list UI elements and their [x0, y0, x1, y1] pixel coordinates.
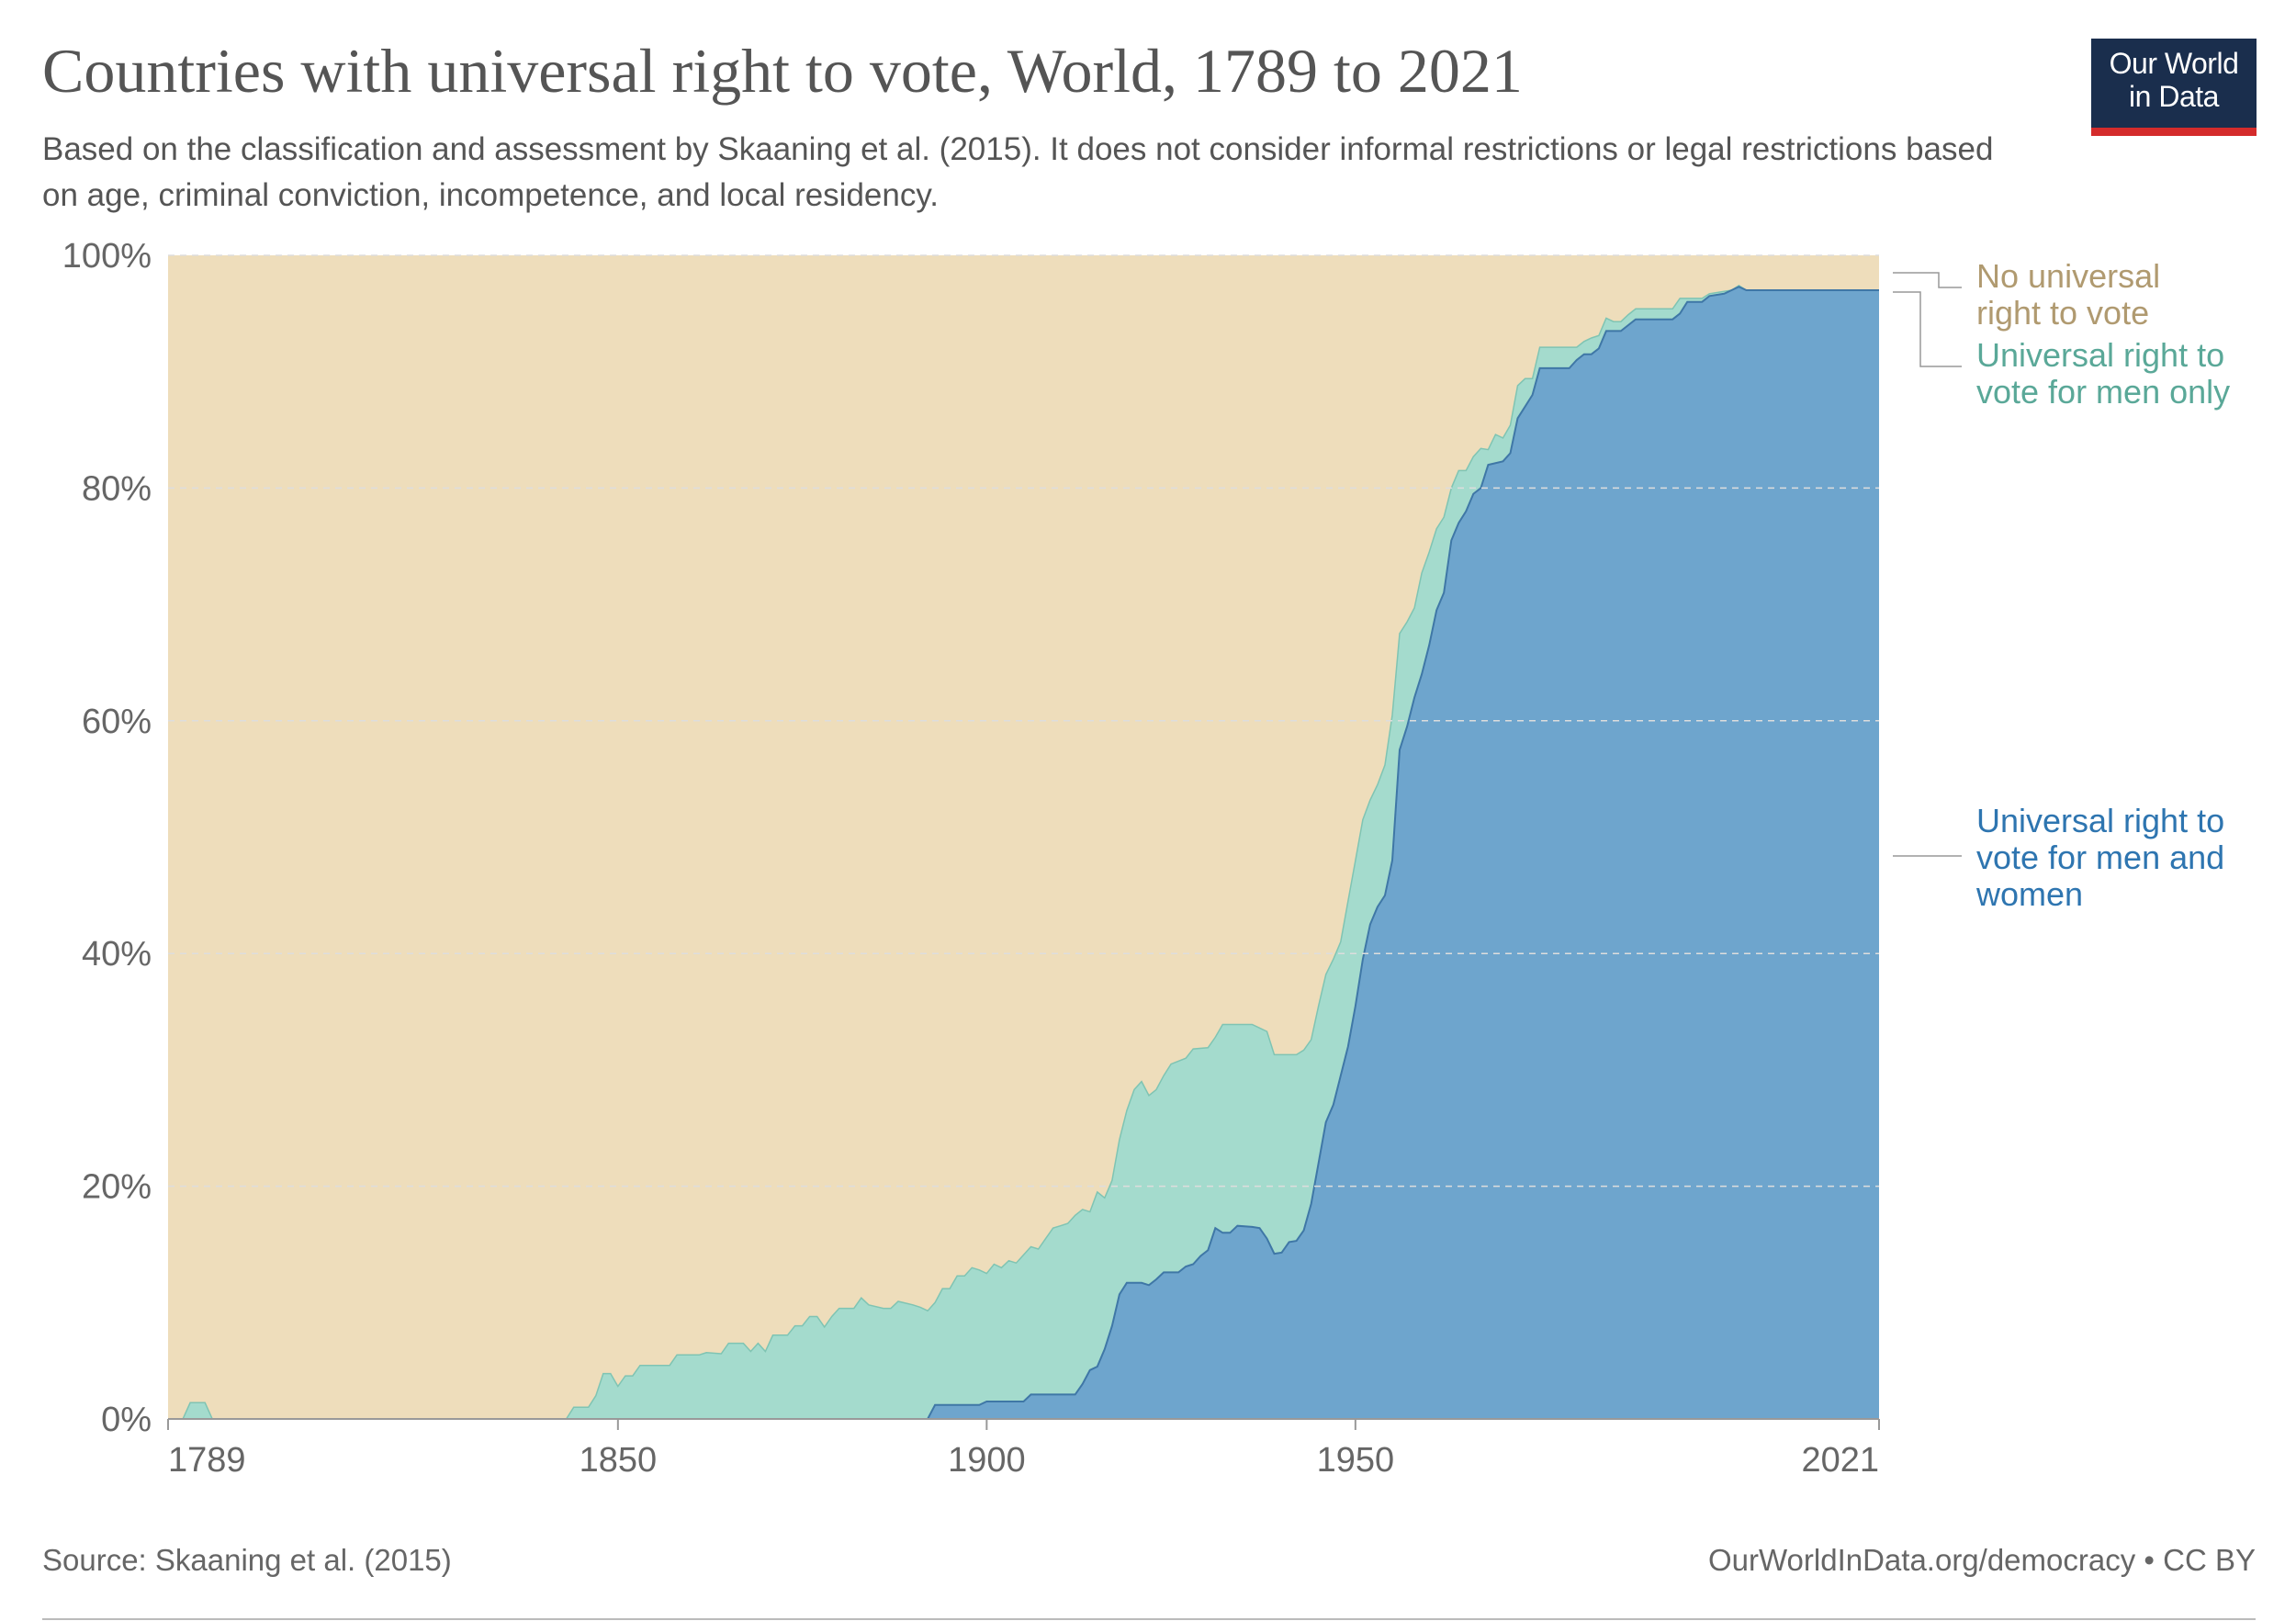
- source-note[interactable]: Source: Skaaning et al. (2015): [42, 1543, 452, 1577]
- footer-divider: [42, 1618, 2256, 1620]
- license-link[interactable]: CC BY: [2163, 1543, 2256, 1577]
- footer-separator: •: [2144, 1543, 2155, 1577]
- legend-label-men_and_women: Universal right to: [1976, 802, 2224, 839]
- line-men-and-women: [168, 286, 1879, 1420]
- y-tick-label-40: 40%: [82, 935, 152, 974]
- legend-label-no_universal: No universal: [1976, 257, 2160, 295]
- line-men-only: [168, 285, 1879, 1420]
- x-tick-label-1850: 1850: [580, 1441, 658, 1480]
- logo-line-2: in Data: [2129, 79, 2219, 113]
- y-tick-label-80: 80%: [82, 469, 152, 508]
- x-tick-label-1900: 1900: [948, 1441, 1026, 1480]
- y-tick-label-20: 20%: [82, 1168, 152, 1207]
- x-tick-label-1789: 1789: [168, 1441, 246, 1480]
- chart-gridlines: [168, 254, 1879, 1188]
- area-men-and-women: [168, 287, 1879, 1420]
- x-axis: 1789 1850 1900 1950 2021: [167, 1418, 1880, 1480]
- chart-areas: [168, 255, 1879, 1420]
- footer-credits: OurWorldInData.org/democracy • CC BY: [1708, 1543, 2256, 1578]
- legend-label-no_universal: right to vote: [1976, 294, 2149, 332]
- legend-label-men_only: vote for men only: [1976, 373, 2230, 411]
- source-url-link[interactable]: OurWorldInData.org/democracy: [1707, 1543, 2136, 1577]
- legend-label-men_and_women: women: [1975, 875, 2083, 913]
- y-tick-label-60: 60%: [82, 703, 152, 741]
- logo-line-1: Our World: [2109, 47, 2239, 80]
- legend-connector-no_universal: [1893, 272, 1962, 288]
- y-axis: 0% 20% 40% 60% 80% 100%: [62, 237, 152, 1439]
- legend-label-men_and_women: vote for men and: [1976, 839, 2224, 876]
- legend-connector-men_only: [1893, 291, 1962, 367]
- owid-logo[interactable]: Our World in Data: [2091, 39, 2257, 136]
- y-tick-label-100: 100%: [62, 237, 152, 276]
- x-tick-label-1950: 1950: [1317, 1441, 1395, 1480]
- x-tick-label-2021: 2021: [1801, 1441, 1879, 1480]
- legend-label-men_only: Universal right to: [1976, 336, 2224, 374]
- chart-subtitle: Based on the classification and assessme…: [42, 131, 1994, 213]
- chart-title: Countries with universal right to vote, …: [42, 36, 1523, 106]
- y-tick-label-0: 0%: [101, 1401, 152, 1439]
